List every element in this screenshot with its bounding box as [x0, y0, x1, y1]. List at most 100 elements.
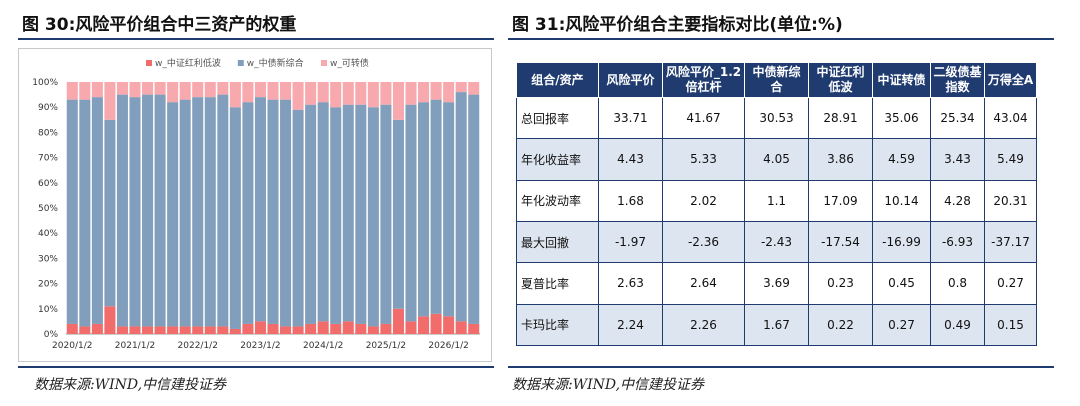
table-cell: 2.02	[662, 179, 745, 222]
bar-convertible	[405, 82, 417, 105]
bar-bond-composite	[405, 104, 417, 322]
bar-dividend-lowvol	[355, 323, 367, 334]
table-cell: 2.26	[662, 303, 745, 347]
table-cell: 20.31	[984, 179, 1037, 222]
table-row: 最大回撤 -1.97 -2.36 -2.43 -17.54 -16.99 -6.93 -37.…	[516, 220, 1037, 264]
row-label: 最大回撤	[516, 220, 599, 264]
bar-dividend-lowvol	[292, 326, 304, 334]
left-source: 数据来源:WIND,中信建投证券	[34, 377, 227, 393]
table-header-row: 组合/资产 风险平价 风险平价_1.2倍杠杆 中债新综合 中证红利低波 中证转债 二级债基指…	[516, 62, 1037, 98]
bar-bond-composite	[167, 102, 179, 327]
table-cell: 3.86	[808, 138, 873, 181]
bar-convertible	[254, 82, 266, 98]
bar-convertible	[217, 82, 229, 95]
table-cell: 1.67	[744, 303, 809, 347]
bar-bond-composite	[217, 94, 229, 327]
bar-convertible	[392, 82, 404, 120]
bar-convertible	[342, 82, 354, 105]
table-cell: 2.64	[662, 262, 745, 305]
bar-dividend-lowvol	[317, 321, 329, 334]
bar-convertible	[66, 82, 78, 100]
bar-dividend-lowvol	[142, 326, 154, 334]
y-tick-label: 30%	[38, 254, 58, 264]
bar-dividend-lowvol	[179, 326, 191, 334]
bar-dividend-lowvol	[91, 323, 103, 334]
bar-convertible	[355, 82, 367, 105]
bar-dividend-lowvol	[79, 326, 91, 334]
table-header-4: 中证红利低波	[808, 62, 873, 98]
table-cell: 0.8	[930, 262, 985, 305]
weights-chart: 0% 10% 20% 30% 40% 50% 60% 70% 80% 90% 100% 2020/1/…	[18, 48, 492, 362]
y-tick-label: 80%	[38, 128, 58, 138]
bar-dividend-lowvol	[267, 323, 279, 334]
bar-convertible	[204, 82, 216, 98]
table-cell: 17.09	[808, 179, 873, 222]
table-cell: 0.45	[872, 262, 931, 305]
table-header-1: 风险平价	[598, 62, 663, 98]
bar-bond-composite	[342, 104, 354, 322]
table-body: 总回报率 33.71 41.67 30.53 28.91 35.06 25.34 43.04 年…	[516, 96, 1037, 347]
bar-bond-composite	[355, 104, 367, 324]
bar-bond-composite	[367, 107, 379, 327]
row-label: 总回报率	[516, 96, 599, 140]
y-tick-label: 40%	[38, 229, 58, 239]
table-cell: 4.43	[598, 138, 663, 181]
bar-convertible	[367, 82, 379, 108]
table-header-3: 中债新综合	[744, 62, 809, 98]
bar-convertible	[280, 82, 292, 100]
bar-dividend-lowvol	[242, 323, 254, 334]
bar-dividend-lowvol	[167, 326, 179, 334]
bar-convertible	[192, 82, 204, 98]
x-tick-label: 2023/1/2	[240, 341, 280, 351]
bar-bond-composite	[229, 107, 241, 329]
y-tick-label: 60%	[38, 179, 58, 189]
bar-bond-composite	[317, 102, 329, 322]
table-cell: 3.69	[744, 262, 809, 305]
bar-bond-composite	[330, 107, 342, 324]
table-cell: 41.67	[662, 96, 745, 140]
bar-convertible	[468, 82, 480, 95]
bar-bond-composite	[192, 97, 204, 327]
bar-dividend-lowvol	[129, 326, 141, 334]
bar-bond-composite	[443, 102, 455, 317]
bar-convertible	[330, 82, 342, 108]
legend-swatch	[321, 60, 327, 66]
bar-convertible	[305, 82, 317, 105]
table-cell: 0.22	[808, 303, 873, 347]
legend-swatch	[237, 60, 244, 66]
table-cell: -17.54	[808, 220, 873, 264]
bar-dividend-lowvol	[367, 326, 379, 334]
table-cell: 5.33	[662, 138, 745, 181]
legend-label: w_中债新综合	[247, 57, 304, 69]
x-tick-label: 2022/1/2	[178, 341, 218, 351]
bar-convertible	[104, 82, 116, 120]
bar-dividend-lowvol	[430, 313, 442, 334]
metrics-table-wrap: 组合/资产 风险平价 风险平价_1.2倍杠杆 中债新综合 中证红利低波 中证转债 二级债基指…	[516, 62, 1037, 347]
table-row: 年化波动率 1.68 2.02 1.1 17.09 10.14 4.28 20.31	[516, 179, 1037, 222]
bar-convertible	[179, 82, 191, 100]
bar-bond-composite	[468, 94, 480, 324]
table-cell: 2.63	[598, 262, 663, 305]
table-cell: 4.28	[930, 179, 985, 222]
bar-dividend-lowvol	[204, 326, 216, 334]
table-cell: 35.06	[872, 96, 931, 140]
y-tick-label: 0%	[44, 330, 59, 340]
bar-dividend-lowvol	[104, 306, 116, 334]
table-cell: -2.36	[662, 220, 745, 264]
table-cell: 25.34	[930, 96, 985, 140]
table-row: 年化收益率 4.43 5.33 4.05 3.86 4.59 3.43 5.49	[516, 138, 1037, 181]
bar-convertible	[229, 82, 241, 108]
bar-convertible	[430, 82, 442, 100]
left-top-rule	[18, 38, 494, 40]
bar-convertible	[267, 82, 279, 100]
bar-dividend-lowvol	[330, 323, 342, 334]
table-cell: -6.93	[930, 220, 985, 264]
bar-convertible	[129, 82, 141, 98]
table-header-5: 中证转债	[872, 62, 931, 98]
table-header-0: 组合/资产	[516, 62, 599, 98]
bar-bond-composite	[104, 119, 116, 307]
bar-dividend-lowvol	[342, 321, 354, 334]
bar-dividend-lowvol	[217, 326, 229, 334]
table-cell: 0.27	[984, 262, 1037, 305]
x-tick-label: 2025/1/2	[366, 341, 406, 351]
